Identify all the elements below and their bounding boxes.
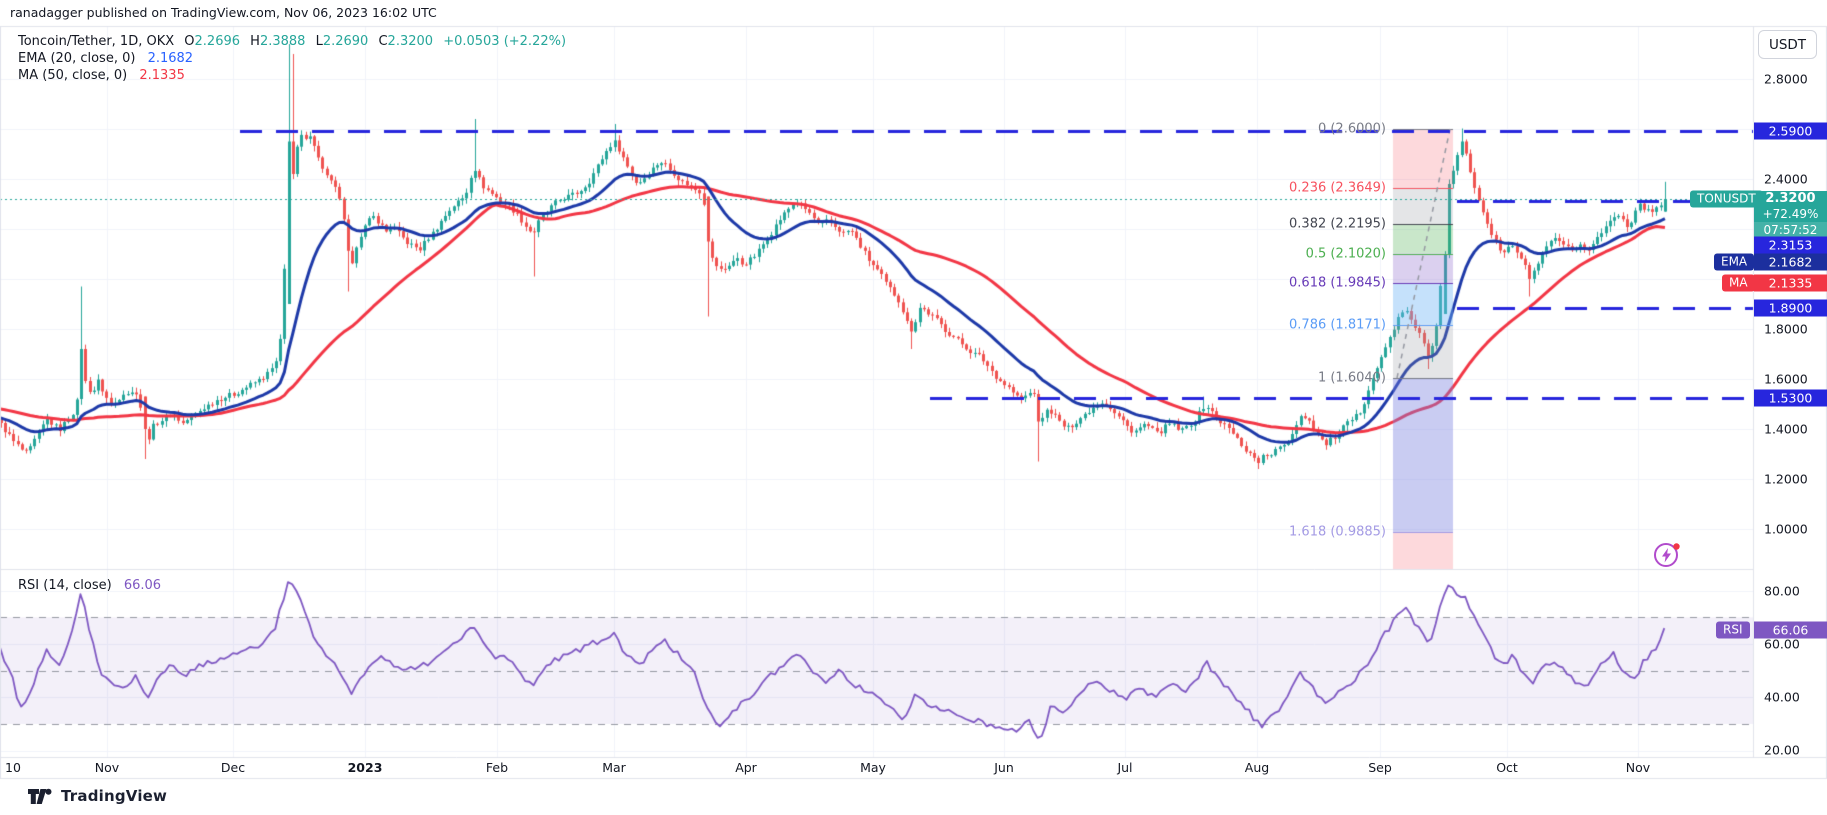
- ema-price-label: 2.1682: [1754, 253, 1827, 271]
- time-axis-label: Feb: [485, 760, 509, 775]
- currency-label: USDT: [1768, 36, 1807, 53]
- ema-legend-row[interactable]: EMA (20, close, 0) 2.1682: [18, 51, 566, 67]
- open-value: 2.2696: [194, 34, 241, 49]
- low-letter: L: [315, 34, 323, 49]
- lightning-icon: [1654, 543, 1680, 567]
- rsi-legend-row[interactable]: RSI (14, close) 66.06: [18, 578, 161, 593]
- price-scale-label: 2.4000: [1764, 171, 1808, 187]
- ema-label: EMA (20, close, 0): [18, 51, 136, 66]
- time-axis-label: Sep: [1368, 760, 1392, 775]
- rsi-scale-label: 60.00: [1764, 636, 1800, 652]
- fib-level-label: 0.236 (2.3649): [1289, 180, 1386, 196]
- price-scale-label: 1.6000: [1764, 371, 1808, 387]
- symbol-legend-row[interactable]: Toncoin/Tether, 1D, OKX O2.2696 H2.3888 …: [18, 34, 566, 50]
- hline-price-label: 2.5900: [1754, 122, 1827, 140]
- ma-pill: MA: [1722, 274, 1755, 292]
- fib-level-label: 0 (2.6000): [1317, 121, 1386, 137]
- ema-value: 2.1682: [147, 51, 194, 66]
- bar-countdown: 07:57:52: [1754, 222, 1827, 238]
- hline-price-label: 1.5300: [1754, 389, 1827, 407]
- ma-label: MA (50, close, 0): [18, 68, 128, 83]
- close-value: 2.3200: [387, 34, 434, 49]
- time-axis-label: 2023: [347, 760, 383, 775]
- time-axis-label: 10: [5, 760, 21, 775]
- time-axis-label: Nov: [1625, 760, 1651, 775]
- fib-level-label: 1 (1.6040): [1317, 370, 1386, 386]
- hline-price-label: 2.3153: [1754, 236, 1827, 254]
- time-axis-label: May: [860, 760, 886, 775]
- rsi-scale-label: 20.00: [1764, 742, 1800, 758]
- price-scale-label: 2.8000: [1764, 71, 1808, 87]
- fib-level-label: 0.382 (2.2195): [1289, 216, 1386, 232]
- rsi-title: RSI (14, close): [18, 578, 112, 593]
- time-axis-label: Dec: [220, 760, 246, 775]
- time-axis-label: Nov: [94, 760, 120, 775]
- rsi-scale-label: 80.00: [1764, 583, 1800, 599]
- price-scale-label: 1.2000: [1764, 471, 1808, 487]
- tradingview-logo-icon: [28, 788, 52, 804]
- time-axis-label: Aug: [1244, 760, 1270, 775]
- ema-pill: EMA: [1714, 253, 1755, 271]
- flash-reaction-button[interactable]: [1653, 541, 1681, 569]
- price-scale-label: 1.4000: [1764, 421, 1808, 437]
- rsi-pill: RSI: [1716, 621, 1750, 639]
- time-axis-label: Mar: [602, 760, 626, 775]
- tradingview-logo-text: TradingView: [61, 787, 168, 805]
- ma-price-label: 2.1335: [1754, 274, 1827, 292]
- symbol-pill: TONUSDT: [1690, 190, 1763, 208]
- last-price: 2.3200: [1765, 191, 1816, 206]
- time-axis-label: Oct: [1496, 760, 1518, 775]
- fib-level-label: 0.618 (1.9845): [1289, 275, 1386, 291]
- high-letter: H: [250, 34, 260, 49]
- rsi-scale-label: 40.00: [1764, 689, 1800, 705]
- time-axis-label: Jun: [994, 760, 1014, 775]
- hline-price-label: 1.8900: [1754, 299, 1827, 317]
- change-value: +0.0503 (+2.22%): [443, 34, 567, 49]
- currency-toggle-button[interactable]: USDT: [1758, 30, 1817, 59]
- time-axis-label: Apr: [735, 760, 757, 775]
- last-price-scale-block: 2.3200 +72.49% 07:57:52: [1754, 191, 1827, 238]
- rsi-value-label: 66.06: [1754, 621, 1827, 639]
- high-value: 2.3888: [259, 34, 306, 49]
- time-axis-label: Jul: [1117, 760, 1133, 775]
- tradingview-attribution[interactable]: TradingView: [28, 787, 167, 805]
- fib-level-label: 1.618 (0.9885): [1289, 524, 1386, 540]
- chart-legend: Toncoin/Tether, 1D, OKX O2.2696 H2.3888 …: [18, 34, 566, 85]
- open-letter: O: [184, 34, 195, 49]
- published-info-text: ranadagger published on TradingView.com,…: [10, 5, 437, 20]
- fib-level-label: 0.786 (1.8171): [1289, 317, 1386, 333]
- price-scale-label: 1.8000: [1764, 321, 1808, 337]
- symbol-title: Toncoin/Tether, 1D, OKX: [18, 34, 175, 49]
- ma-legend-row[interactable]: MA (50, close, 0) 2.1335: [18, 68, 566, 84]
- low-value: 2.2690: [322, 34, 369, 49]
- close-letter: C: [378, 34, 388, 49]
- price-scale-label: 1.0000: [1764, 521, 1808, 537]
- rsi-value: 66.06: [123, 578, 162, 593]
- last-price-change-pct: +72.49%: [1762, 207, 1819, 221]
- ma-value: 2.1335: [139, 68, 185, 83]
- fib-level-label: 0.5 (2.1020): [1305, 246, 1386, 261]
